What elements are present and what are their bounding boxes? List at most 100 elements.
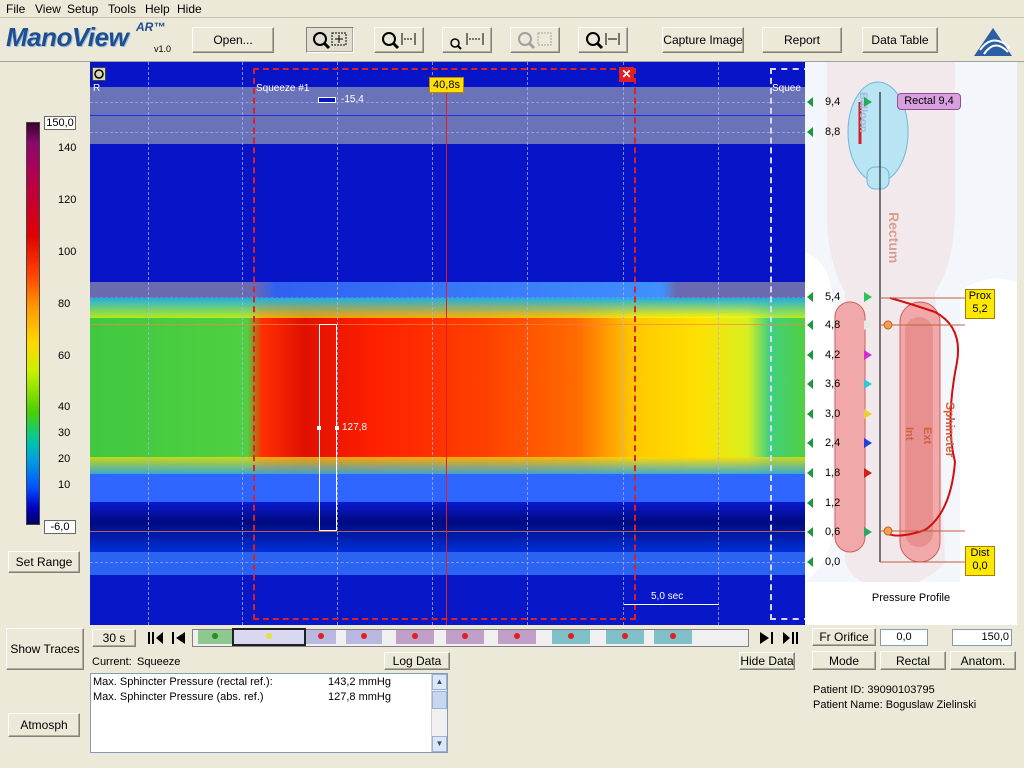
sensor-arrow-icon[interactable] <box>807 468 813 478</box>
depth-label: 9,4 <box>825 96 841 108</box>
window-length-button[interactable]: 30 s <box>92 629 136 647</box>
sensor-arrow-icon[interactable] <box>807 409 813 419</box>
scroll-thumb[interactable] <box>432 691 447 709</box>
step-back-icon[interactable] <box>170 631 188 645</box>
zoom-fit-button[interactable] <box>578 27 628 53</box>
zoom-previous-icon <box>518 32 552 50</box>
colorbar-min-field[interactable]: -6,0 <box>44 520 76 534</box>
capture-image-button[interactable]: Capture Image <box>662 27 744 53</box>
timeline-event-segment[interactable] <box>234 630 304 644</box>
timeline-event-segment[interactable] <box>396 630 434 644</box>
max-pressure-label: 127,8 <box>342 422 368 433</box>
colorbar-tick: 40 <box>58 401 71 413</box>
atmosph-button[interactable]: Atmosph <box>8 713 80 737</box>
fr-orifice-button[interactable]: Fr Orifice <box>812 628 876 646</box>
region-toggle-icon[interactable] <box>92 67 106 81</box>
menu-hide[interactable]: Hide <box>177 2 202 16</box>
depth-label: 8,8 <box>825 126 841 138</box>
timeline-event-segment[interactable] <box>552 630 590 644</box>
sensor-marker-icon[interactable] <box>864 438 872 448</box>
hide-data-button[interactable]: Hide Data <box>739 652 795 670</box>
anorectal-diagram <box>805 62 1017 625</box>
zoom-box-button[interactable] <box>306 27 354 53</box>
timeline-event-segment[interactable] <box>446 630 484 644</box>
skip-end-icon[interactable] <box>780 631 800 645</box>
sensor-arrow-icon[interactable] <box>807 498 813 508</box>
show-traces-button[interactable]: Show Traces <box>6 628 84 670</box>
dist-callout[interactable]: Dist 0,0 <box>965 546 995 576</box>
ext-label: Ext <box>921 427 933 445</box>
skip-start-icon[interactable] <box>146 631 166 645</box>
sensor-marker-icon[interactable] <box>864 527 872 537</box>
sensor-marker-icon[interactable] <box>864 97 872 107</box>
colorbar-tick: 30 <box>58 427 71 439</box>
menu-setup[interactable]: Setup <box>67 2 99 16</box>
sensor-marker-icon[interactable] <box>864 320 872 330</box>
pressure-topography-plot[interactable]: ✕ 40,8s R Squeeze #1 Squee -15,4 127,8 5… <box>90 62 805 625</box>
sensor-arrow-icon[interactable] <box>807 320 813 330</box>
menu-view[interactable]: View <box>35 2 61 16</box>
scroll-down-icon[interactable]: ▼ <box>432 736 447 752</box>
range-min-field[interactable]: 0,0 <box>880 629 928 646</box>
depth-label: 1,2 <box>825 497 841 509</box>
colorbar-max-field[interactable]: 150,0 <box>44 116 76 130</box>
scroll-up-icon[interactable]: ▲ <box>432 674 447 690</box>
step-forward-icon[interactable] <box>757 631 775 645</box>
sensor-marker-icon[interactable] <box>864 292 872 302</box>
open-button[interactable]: Open... <box>192 27 274 53</box>
timeline-view-window[interactable] <box>232 628 306 646</box>
sensor-marker-icon[interactable] <box>864 350 872 360</box>
timeline-event-segment[interactable] <box>498 630 536 644</box>
measurement-value: 127,8 mmHg <box>328 691 391 703</box>
sensor-arrow-icon[interactable] <box>807 557 813 567</box>
anatomical-button[interactable]: Anatom. <box>950 651 1016 670</box>
sensor-arrow-icon[interactable] <box>807 379 813 389</box>
depth-label: 5,4 <box>825 291 841 303</box>
pressure-colorbar <box>26 122 40 525</box>
measurement-label: Max. Sphincter Pressure (abs. ref.) <box>93 691 264 703</box>
zoom-vertical-button[interactable] <box>374 27 424 53</box>
sensor-arrow-icon[interactable] <box>807 127 813 137</box>
sensor-marker-icon[interactable] <box>864 379 872 389</box>
timeline-event-segment[interactable] <box>306 630 336 644</box>
prox-callout-value: 5,2 <box>972 303 988 315</box>
depth-label: 3,6 <box>825 378 841 390</box>
squeeze-region-box[interactable] <box>253 68 636 620</box>
depth-label: 0,0 <box>825 556 841 568</box>
timeline-event-segment[interactable] <box>606 630 644 644</box>
sensor-arrow-icon[interactable] <box>807 292 813 302</box>
sensor-arrow-icon[interactable] <box>807 350 813 360</box>
sensor-arrow-icon[interactable] <box>807 438 813 448</box>
sensor-marker-icon[interactable] <box>864 409 872 419</box>
menu-tools[interactable]: Tools <box>108 2 137 16</box>
log-data-button[interactable]: Log Data <box>384 652 450 670</box>
event-dot-icon <box>212 633 218 639</box>
event-dot-icon <box>514 633 520 639</box>
timeline-event-segment[interactable] <box>198 630 232 644</box>
zoom-out-icon <box>450 33 484 50</box>
time-scale-bar <box>624 604 719 605</box>
timeline-event-segment[interactable] <box>346 630 382 644</box>
sensor-arrow-icon[interactable] <box>807 527 813 537</box>
menu-help[interactable]: Help <box>145 2 170 16</box>
measurement-scrollbar[interactable]: ▲ ▼ <box>431 674 447 752</box>
timeline-event-segment[interactable] <box>654 630 692 644</box>
range-max-field[interactable]: 150,0 <box>952 629 1012 646</box>
menu-file[interactable]: File <box>6 2 26 16</box>
sensor-marker-icon[interactable] <box>864 468 872 478</box>
prox-callout[interactable]: Prox 5,2 <box>965 289 995 319</box>
next-region-box[interactable] <box>770 68 805 620</box>
data-table-button[interactable]: Data Table <box>862 27 938 53</box>
zoom-previous-button[interactable] <box>510 27 560 53</box>
rectal-callout[interactable]: Rectal 9,4 <box>897 93 961 110</box>
measurement-list[interactable]: Max. Sphincter Pressure (rectal ref.): 1… <box>90 673 448 753</box>
sensor-arrow-icon[interactable] <box>807 97 813 107</box>
time-cursor[interactable] <box>446 77 447 625</box>
close-region-icon[interactable]: ✕ <box>619 67 634 82</box>
mode-button[interactable]: Mode <box>812 651 876 670</box>
zoom-out-button[interactable] <box>442 27 492 53</box>
rectal-button[interactable]: Rectal <box>880 651 946 670</box>
report-button[interactable]: Report <box>762 27 842 53</box>
set-range-button[interactable]: Set Range <box>8 551 80 573</box>
top-value-marker[interactable] <box>318 97 336 103</box>
